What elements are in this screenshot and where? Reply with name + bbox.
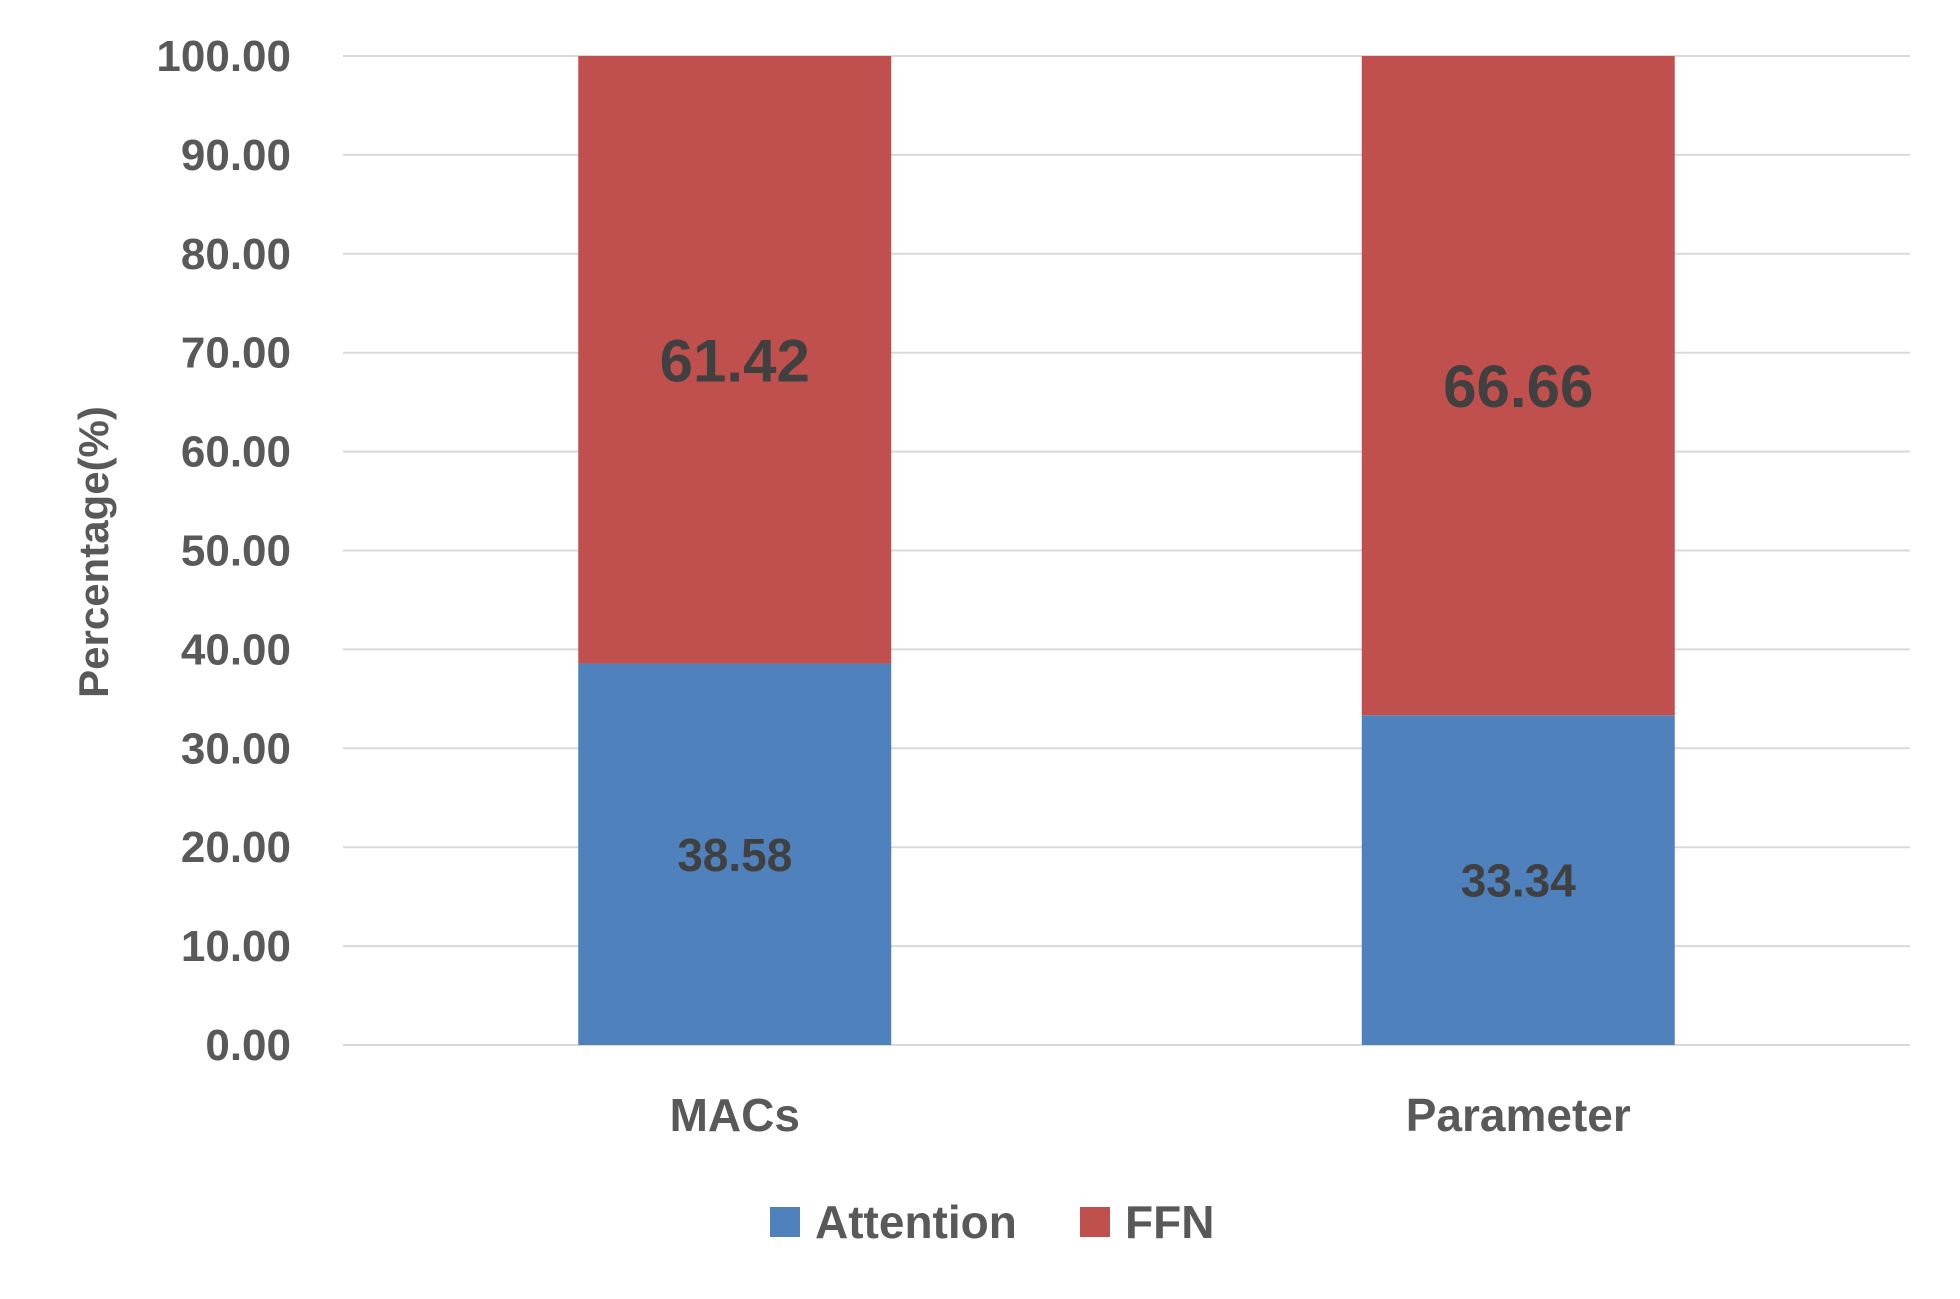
data-label: 33.34	[1461, 855, 1577, 907]
x-axis-categories: MACs Parameter	[670, 1089, 1631, 1141]
data-label: 61.42	[660, 327, 810, 394]
y-tick-label: 20.00	[181, 823, 291, 872]
bar-attention-macs	[578, 663, 892, 1045]
y-tick-label: 80.00	[181, 230, 291, 279]
y-tick-label: 60.00	[181, 428, 291, 477]
y-axis-title: Percentage(%)	[70, 406, 117, 698]
data-label: 38.58	[677, 829, 792, 881]
y-tick-label: 10.00	[181, 922, 291, 971]
y-tick-label: 40.00	[181, 625, 291, 674]
legend: Attention FFN	[770, 1196, 1214, 1248]
legend-swatch-ffn	[1080, 1207, 1110, 1237]
gridlines	[343, 55, 1910, 1046]
y-tick-label: 100.00	[156, 32, 291, 81]
legend-label-ffn: FFN	[1125, 1196, 1214, 1248]
y-tick-label: 70.00	[181, 329, 291, 378]
y-tick-label: 50.00	[181, 527, 291, 576]
bar-attention-parameter	[1361, 715, 1675, 1045]
data-label: 66.66	[1443, 353, 1593, 420]
legend-label-attention: Attention	[815, 1196, 1017, 1248]
bar-ffn-macs	[578, 56, 892, 664]
x-category-label: MACs	[670, 1089, 800, 1141]
legend-swatch-attention	[770, 1207, 800, 1237]
y-tick-label: 0.00	[205, 1021, 291, 1070]
bar-ffn-parameter	[1361, 56, 1675, 716]
y-tick-label: 30.00	[181, 724, 291, 773]
y-axis-ticks: 0.00 10.00 20.00 30.00 40.00 50.00 60.00 70.00 8…	[156, 32, 291, 1070]
bars: 38.58 61.42 33.34 66.66	[578, 56, 1675, 1045]
x-category-label: Parameter	[1406, 1089, 1631, 1141]
y-tick-label: 90.00	[181, 131, 291, 180]
